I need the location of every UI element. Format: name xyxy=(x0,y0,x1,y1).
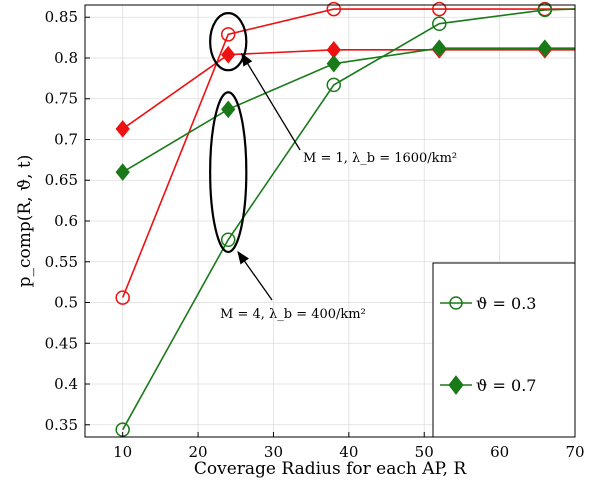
series-2 xyxy=(115,2,576,437)
data-point xyxy=(326,77,342,93)
y-tick-label: 0.7 xyxy=(54,130,78,148)
annotation-text-m1: M = 1, λ_b = 1600/km² xyxy=(303,151,457,166)
data-point xyxy=(220,232,236,247)
data-point xyxy=(221,100,236,119)
data-point xyxy=(115,163,130,181)
data-point xyxy=(537,2,553,18)
y-tick-label: 0.65 xyxy=(45,171,78,189)
ticks: 10 20 30 40 50 60 70 0.35 0.4 0.45 0.5 0.55 0.6 0.65 0… xyxy=(45,8,585,461)
annotation-ellipse xyxy=(209,91,248,254)
data-point xyxy=(326,54,341,73)
data-point xyxy=(432,16,447,31)
y-tick-label: 0.55 xyxy=(45,253,78,271)
annotation-layer xyxy=(209,12,301,301)
x-tick-label: 10 xyxy=(113,443,132,461)
data-point xyxy=(432,1,447,17)
legend: ϑ = 0.3 ϑ = 0.7 xyxy=(432,262,576,438)
x-tick-label: 50 xyxy=(415,443,434,461)
legend-box xyxy=(432,262,576,438)
data-point xyxy=(221,45,236,64)
legend-label-0: ϑ = 0.3 xyxy=(476,294,536,313)
data-point xyxy=(220,27,236,42)
x-tick-label: 70 xyxy=(565,443,584,461)
y-tick-label: 0.4 xyxy=(54,375,78,393)
x-tick-label: 30 xyxy=(264,443,283,461)
series-layer xyxy=(115,1,576,437)
legend-label-1: ϑ = 0.7 xyxy=(476,376,536,395)
x-axis-label: Coverage Radius for each AP, R xyxy=(194,459,467,479)
y-tick-label: 0.8 xyxy=(54,49,78,67)
data-point xyxy=(432,39,447,57)
y-tick-label: 0.45 xyxy=(45,334,78,352)
y-tick-label: 0.85 xyxy=(45,8,78,26)
data-point xyxy=(115,120,130,138)
x-tick-label: 40 xyxy=(339,443,358,461)
annotation-arrow xyxy=(241,52,301,151)
y-tick-label: 0.5 xyxy=(54,294,78,312)
y-tick-label: 0.35 xyxy=(45,416,78,434)
data-point xyxy=(537,39,552,57)
legend-marker-circle xyxy=(449,296,463,310)
y-axis-label: p_comp(R, ϑ, t) xyxy=(15,155,35,288)
series-3 xyxy=(115,39,575,181)
annotation-ellipse xyxy=(209,12,248,72)
data-point xyxy=(115,290,130,305)
annotation-text-m4: M = 4, λ_b = 400/km² xyxy=(220,307,366,322)
data-point xyxy=(326,1,342,17)
y-tick-label: 0.75 xyxy=(45,90,78,108)
x-tick-label: 20 xyxy=(189,443,208,461)
y-tick-label: 0.6 xyxy=(54,212,78,230)
x-tick-label: 60 xyxy=(490,443,509,461)
series-line xyxy=(122,8,576,431)
annotation-arrow xyxy=(237,250,273,301)
legend-marker-diamond xyxy=(448,375,464,395)
